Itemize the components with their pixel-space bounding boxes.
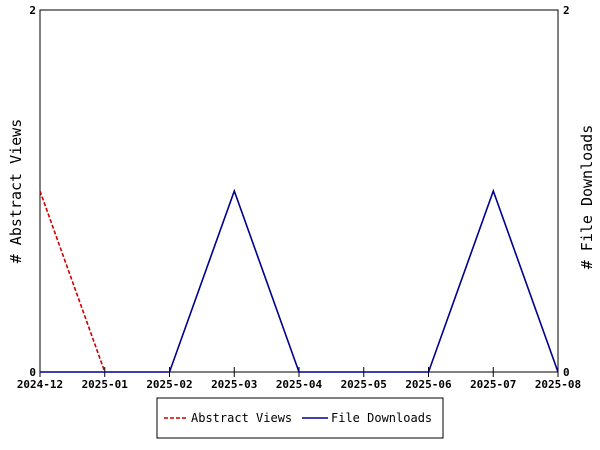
legend-box xyxy=(156,397,444,439)
x-tick-label: 2025-08 xyxy=(535,378,581,391)
series-line-abstract-views xyxy=(39,190,106,373)
x-tick-label: 2025-06 xyxy=(405,378,452,391)
x-axis: 2024-12 2025-01 2025-02 2025-03 2025-04 2025-… xyxy=(17,367,581,391)
y-tick-right-max: 2 xyxy=(563,4,570,17)
legend-label-file-downloads: File Downloads xyxy=(331,411,432,425)
x-tick-label: 2025-02 xyxy=(146,378,192,391)
plot-area xyxy=(39,9,559,373)
y-tick-left-max: 2 xyxy=(29,4,36,17)
series-line-file-downloads xyxy=(40,188,559,373)
x-tick-label: 2024-12 xyxy=(17,378,63,391)
legend-label-abstract-views: Abstract Views xyxy=(191,411,292,425)
y-axis-label-right: # File Downloads xyxy=(578,125,596,270)
x-tick-label: 2025-05 xyxy=(341,378,387,391)
series-layer xyxy=(39,188,559,373)
x-tick-label: 2025-04 xyxy=(276,378,323,391)
y-axis-label-left: # Abstract Views xyxy=(7,119,25,264)
y-tick-right-min: 0 xyxy=(563,366,570,379)
y-tick-left-min: 0 xyxy=(29,366,36,379)
x-tick-label: 2025-07 xyxy=(470,378,516,391)
legend: Abstract Views File Downloads xyxy=(156,397,444,439)
x-tick-label: 2025-01 xyxy=(82,378,129,391)
x-tick-label: 2025-03 xyxy=(211,378,257,391)
